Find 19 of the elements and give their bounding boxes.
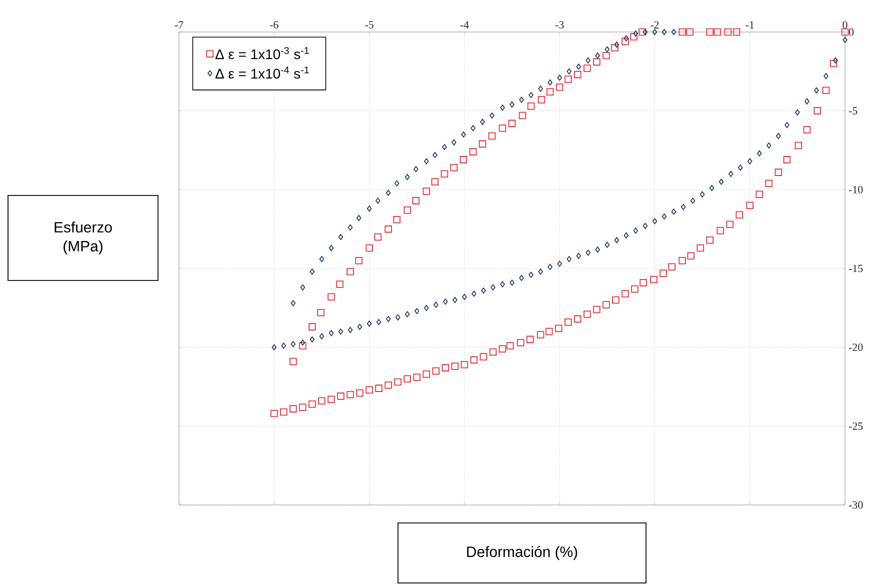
y-axis-title: Esfuerzo (MPa): [54, 222, 112, 254]
x-tick-label: -7: [174, 21, 184, 28]
legend-label: Δ ε = 1x10$^{-4}$ s$^{-1}$: [215, 66, 309, 79]
x-tick-label: -6: [270, 21, 278, 28]
y-tick-label: 0: [848, 28, 854, 36]
y-tick-label: -20: [848, 344, 863, 352]
legend-label: Δ ε = 1x10$^{-3}$ s$^{-1}$: [215, 47, 309, 60]
x-tick-label: -3: [555, 21, 564, 28]
x-tick-label: 0: [842, 21, 848, 28]
x-tick-label: -4: [460, 21, 469, 28]
y-tick-label: -30: [848, 501, 863, 509]
y-tick-label: -10: [848, 186, 863, 194]
x-tick-label: -1: [746, 21, 754, 28]
x-tick-label: -5: [365, 21, 374, 28]
y-tick-label: -5: [848, 107, 858, 114]
y-tick-label: -15: [848, 264, 863, 272]
y-tick-label: -25: [848, 422, 863, 430]
x-tick-label: -2: [650, 21, 659, 28]
x-axis-title: Deformación (%): [467, 546, 578, 560]
